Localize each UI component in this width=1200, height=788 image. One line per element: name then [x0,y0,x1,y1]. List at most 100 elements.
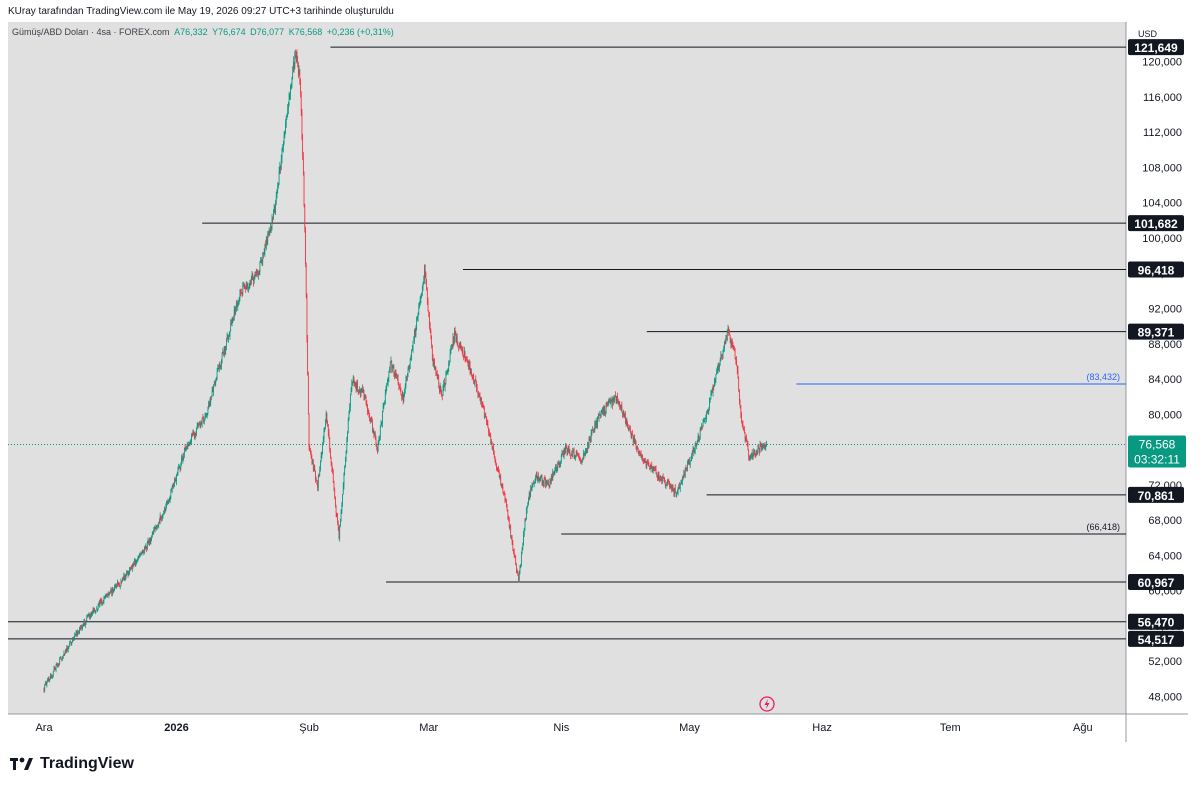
candle-body [534,481,536,483]
candle-body [406,376,408,378]
level-price-tag[interactable] [1128,261,1184,278]
candle-body [404,385,406,392]
candle-body [236,303,238,307]
candle-body [330,450,331,458]
candle-body [383,404,385,407]
candle-body [351,381,353,391]
candle-body [307,375,309,414]
candle-body [570,454,572,456]
candle-body [456,336,457,343]
price-axis[interactable] [1126,22,1188,714]
level-price-tag[interactable] [1128,39,1184,56]
level-price-tag[interactable] [1128,613,1184,630]
candle-body [414,330,416,335]
candle-body [740,405,742,415]
candle-body [586,448,588,450]
candle-body [442,388,444,396]
candle-body [590,432,592,442]
y-tick-label: 104,000 [1142,198,1182,210]
candle-body [358,391,360,393]
candle-body [644,461,645,463]
candle-body [206,413,208,415]
tradingview-logo[interactable]: TradingView [10,755,134,773]
candle-body [138,556,140,558]
symbol-name[interactable]: Gümüş/ABD Doları · 4sa · FOREX.com [12,27,170,37]
candle-body [576,452,578,454]
candle-body [225,346,227,351]
candle-body [646,460,648,466]
candle-body [625,418,627,424]
last-price-tag[interactable] [1128,435,1186,468]
candle-body [399,386,401,391]
candle-body [206,414,207,416]
level-price-tag[interactable] [1128,630,1184,647]
candle-body [211,390,213,397]
candle-body [87,616,88,618]
candle-body [193,433,194,435]
candle-body [357,389,359,392]
flash-icon[interactable] [758,695,776,713]
candle-body [649,466,650,468]
candle-body [397,374,398,377]
candle-body [284,131,286,134]
candle-body [548,485,550,487]
candle-body [472,376,474,378]
candle-body [48,677,50,681]
level-price-tag[interactable] [1128,323,1184,340]
candle-body [693,447,695,453]
candle-body [94,609,95,612]
candle-body [431,345,433,358]
candle-body [414,330,415,341]
candle-body [619,402,621,408]
y-tick-label: 84,000 [1148,374,1182,386]
candle-body [623,411,625,415]
candle-body [325,413,327,422]
candle-body [242,284,244,294]
candle-body [433,360,435,365]
symbol-legend[interactable]: Gümüş/ABD Doları · 4sa · FOREX.com A76,3… [12,27,394,37]
candle-body [676,492,678,495]
candle-body [372,430,374,433]
candle-body [296,51,298,59]
candle-body [151,536,152,539]
candle-body [161,516,163,520]
candle-body [625,414,626,424]
candle-body [479,395,481,401]
price-chart[interactable]: 48,00052,00056,00060,00064,00068,00072,0… [8,22,1188,742]
level-price-tag[interactable] [1128,215,1184,232]
candle-body [341,503,343,512]
candle-body [177,468,179,474]
candle-body [86,617,88,621]
candle-body [498,472,500,478]
candle-body [70,642,71,644]
candle-body [172,484,174,486]
candle-body [735,357,737,361]
plot-area[interactable] [8,22,1126,714]
candle-body [725,338,727,344]
candle-body [707,410,709,412]
candle-body [658,471,660,477]
candle-body [566,446,568,454]
candle-body [451,347,453,349]
candle-body [154,526,155,530]
candle-body [311,457,313,464]
candle-body [674,487,675,494]
candle-body [317,481,318,488]
level-price-tag[interactable] [1128,574,1184,591]
time-axis[interactable] [8,714,1188,742]
candle-body [555,466,556,470]
candle-body [531,487,532,490]
candle-body [134,560,135,564]
candle-body [52,675,53,677]
candle-body [635,442,637,448]
chart-frame[interactable]: 48,00052,00056,00060,00064,00068,00072,0… [8,22,1188,742]
currency-label[interactable]: USD [1138,29,1158,39]
candle-body [538,479,540,482]
candle-body [287,109,289,117]
candle-body [342,485,344,495]
candle-body [315,479,317,481]
level-price-tag[interactable] [1128,486,1184,503]
candle-body [268,231,270,235]
candle-body [74,634,75,640]
candle-body [65,651,66,654]
